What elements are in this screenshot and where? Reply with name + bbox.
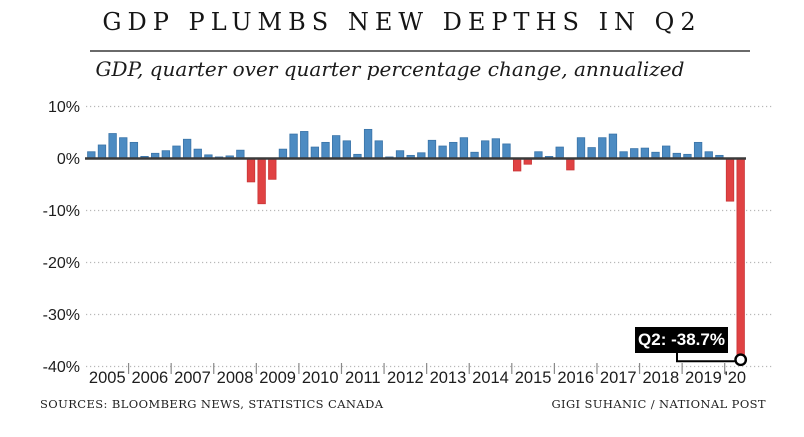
bar-quarter-40 bbox=[512, 158, 522, 172]
x-axis-year-label: 2014 bbox=[472, 369, 509, 387]
bar-quarter-38 bbox=[491, 138, 500, 159]
bar-quarter-17 bbox=[268, 158, 277, 180]
x-axis-year-label: 2005 bbox=[89, 369, 126, 387]
x-axis-year-label: '20 bbox=[725, 369, 747, 387]
bar-quarter-46 bbox=[576, 137, 586, 159]
bar-quarter-10 bbox=[193, 148, 202, 159]
bar-quarter-3 bbox=[119, 137, 128, 159]
bar-quarter-20 bbox=[300, 131, 309, 159]
bar-quarter-57 bbox=[693, 141, 703, 159]
x-axis-year-label: 2017 bbox=[600, 369, 637, 387]
title-divider bbox=[90, 50, 750, 52]
bar-quarter-54 bbox=[662, 145, 671, 159]
chart-title: GDP PLUMBS NEW DEPTHS IN Q2 bbox=[102, 8, 702, 36]
y-axis-tick-label: 10% bbox=[48, 99, 80, 116]
y-axis-tick-label: -40% bbox=[43, 359, 80, 376]
bar-quarter-27 bbox=[374, 140, 383, 159]
bar-quarter-39 bbox=[502, 143, 511, 159]
bar-quarter-18 bbox=[278, 148, 288, 159]
bar-quarter-24 bbox=[342, 140, 351, 159]
bar-quarter-34 bbox=[449, 141, 458, 159]
bar-quarter-33 bbox=[438, 145, 447, 159]
x-axis-year-label: 2012 bbox=[387, 369, 424, 387]
bar-quarter-15 bbox=[246, 158, 256, 183]
bar-quarter-61 bbox=[736, 158, 745, 361]
x-axis-year-label: 2008 bbox=[217, 369, 254, 387]
x-axis-year-label: 2018 bbox=[642, 369, 679, 387]
bar-quarter-45 bbox=[566, 158, 575, 171]
bar-quarter-26 bbox=[363, 128, 373, 159]
bar-quarter-47 bbox=[587, 147, 596, 159]
bar-quarter-60 bbox=[725, 158, 735, 202]
bar-quarter-2 bbox=[108, 133, 117, 159]
bar-quarter-51 bbox=[630, 148, 639, 159]
y-axis-tick-label: -30% bbox=[43, 307, 80, 324]
bar-quarter-44 bbox=[555, 146, 564, 159]
bar-quarter-1 bbox=[97, 144, 107, 159]
bar-quarter-19 bbox=[289, 133, 298, 159]
bar-quarter-35 bbox=[459, 137, 469, 159]
y-axis-tick-label: -10% bbox=[43, 203, 80, 220]
x-axis-year-label: 2006 bbox=[132, 369, 169, 387]
bar-quarter-23 bbox=[332, 135, 341, 159]
chart-subtitle: GDP, quarter over quarter percentage cha… bbox=[95, 57, 685, 81]
x-axis-year-label: 2011 bbox=[345, 369, 380, 387]
x-axis-year-label: 2016 bbox=[557, 369, 594, 387]
bar-quarter-22 bbox=[321, 141, 330, 159]
x-axis-year-label: 2009 bbox=[259, 369, 296, 387]
x-axis-year-label: 2010 bbox=[302, 369, 339, 387]
bar-quarter-4 bbox=[129, 141, 139, 159]
bar-quarter-21 bbox=[310, 146, 320, 159]
x-axis-year-label: 2013 bbox=[430, 369, 467, 387]
bar-quarter-48 bbox=[598, 137, 607, 159]
bar-quarter-9 bbox=[182, 138, 192, 159]
bar-quarter-37 bbox=[481, 140, 490, 159]
bar-quarter-32 bbox=[427, 139, 437, 159]
annotation-connector bbox=[676, 353, 735, 363]
x-axis-year-label: 2007 bbox=[174, 369, 211, 387]
x-axis-year-label: 2015 bbox=[515, 369, 552, 387]
sources-credit: SOURCES: BLOOMBERG NEWS, STATISTICS CANA… bbox=[40, 397, 384, 411]
bar-quarter-8 bbox=[172, 145, 181, 159]
annotation-callout: Q2: -38.7% bbox=[635, 327, 728, 353]
annotation-point-marker bbox=[734, 353, 748, 367]
y-axis-tick-label: -20% bbox=[43, 255, 80, 272]
bar-quarter-16 bbox=[257, 158, 266, 205]
x-axis-year-label: 2019 bbox=[685, 369, 722, 387]
bar-quarter-52 bbox=[640, 147, 650, 159]
author-credit: GIGI SUHANIC / NATIONAL POST bbox=[551, 397, 766, 411]
y-axis-tick-label: 0% bbox=[57, 151, 80, 168]
bar-quarter-49 bbox=[608, 133, 618, 159]
